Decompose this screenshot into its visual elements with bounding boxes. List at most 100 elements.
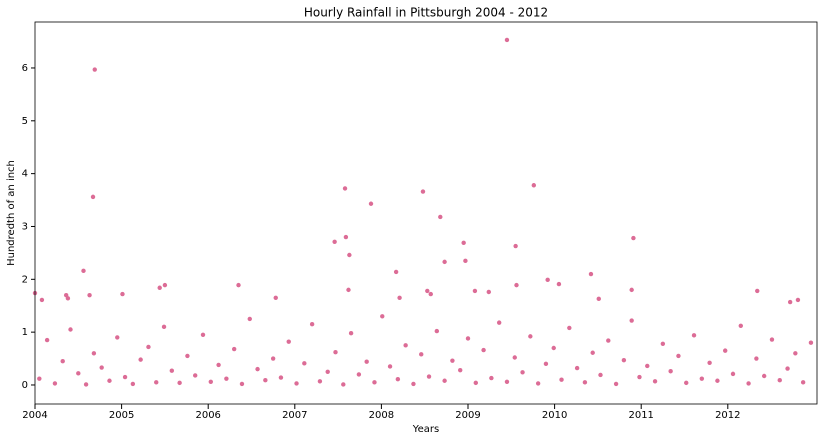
- data-point: [90, 194, 96, 200]
- y-tick-label: 2: [22, 274, 28, 285]
- data-point: [582, 380, 588, 385]
- data-point: [520, 370, 525, 375]
- data-point: [403, 343, 408, 348]
- data-point: [393, 269, 399, 275]
- data-point: [115, 335, 120, 340]
- data-point: [512, 355, 517, 360]
- data-point: [177, 380, 182, 386]
- data-point: [795, 297, 801, 303]
- data-point: [294, 381, 299, 386]
- data-point: [154, 380, 159, 385]
- data-point: [428, 291, 433, 297]
- x-tick-label: 2004: [22, 410, 47, 421]
- data-point: [68, 327, 73, 332]
- data-point: [346, 287, 351, 293]
- data-point: [420, 189, 426, 194]
- data-point: [224, 376, 229, 381]
- data-point: [99, 365, 104, 370]
- y-tick-label: 5: [22, 116, 28, 127]
- data-point: [343, 234, 349, 240]
- data-point: [76, 371, 81, 376]
- data-point: [746, 381, 751, 386]
- data-point: [613, 381, 619, 387]
- data-point: [629, 287, 634, 293]
- y-tick-label: 3: [22, 221, 28, 232]
- data-point: [808, 340, 814, 345]
- data-point: [473, 380, 478, 386]
- x-tick-label: 2007: [282, 410, 307, 421]
- data-point: [637, 374, 642, 380]
- data-point: [419, 352, 424, 357]
- data-point: [425, 288, 430, 294]
- data-point: [556, 281, 562, 287]
- data-point: [504, 37, 510, 43]
- data-point: [621, 357, 627, 363]
- data-point: [157, 285, 162, 290]
- data-point: [273, 295, 278, 301]
- data-point: [606, 338, 611, 343]
- data-point: [754, 356, 759, 361]
- data-point: [333, 350, 338, 355]
- data-point: [800, 380, 806, 385]
- chart-title: Hourly Rainfall in Pittsburgh 2004 - 201…: [304, 6, 548, 20]
- data-point: [652, 379, 658, 384]
- data-point: [169, 368, 175, 373]
- data-point: [691, 333, 697, 338]
- data-point: [434, 328, 440, 334]
- data-point: [528, 334, 533, 339]
- data-point: [531, 183, 537, 188]
- data-point: [247, 316, 252, 322]
- data-point: [513, 243, 518, 249]
- x-axis-label: Years: [412, 424, 439, 435]
- x-tick-label: 2009: [455, 410, 480, 421]
- data-point: [372, 380, 377, 385]
- data-point: [107, 378, 112, 383]
- data-point: [738, 323, 743, 329]
- y-tick-label: 4: [22, 169, 28, 180]
- data-point: [395, 376, 401, 382]
- x-tick-label: 2010: [542, 410, 567, 421]
- data-point: [347, 252, 352, 258]
- x-tick-label: 2005: [109, 410, 134, 421]
- data-point: [551, 345, 556, 351]
- data-point: [668, 369, 673, 374]
- data-point: [660, 341, 666, 346]
- data-point: [138, 357, 143, 362]
- data-point: [438, 214, 443, 220]
- data-point: [92, 67, 97, 72]
- data-point: [39, 297, 45, 303]
- data-point: [91, 351, 97, 356]
- y-tick-label: 6: [22, 63, 28, 74]
- data-point: [81, 268, 86, 274]
- data-point: [332, 239, 337, 244]
- data-point: [286, 339, 291, 344]
- data-point: [684, 380, 689, 386]
- data-point: [83, 382, 89, 387]
- data-point: [356, 372, 362, 377]
- data-point: [574, 365, 580, 371]
- data-point: [87, 292, 92, 298]
- data-point: [777, 378, 782, 383]
- data-point: [504, 379, 510, 385]
- y-axis-label: Hundredth of an inch: [6, 160, 17, 266]
- data-point: [481, 347, 486, 353]
- data-point: [461, 240, 466, 246]
- data-point: [208, 379, 213, 385]
- data-point: [598, 372, 603, 378]
- data-point: [364, 359, 369, 364]
- data-point: [588, 271, 594, 277]
- x-tick-label: 2011: [628, 410, 653, 421]
- data-point: [496, 320, 502, 325]
- data-point: [442, 378, 447, 383]
- data-point: [543, 361, 549, 367]
- data-point: [596, 296, 601, 302]
- data-point: [255, 366, 260, 372]
- data-point: [645, 363, 650, 369]
- data-point: [122, 374, 128, 380]
- data-point: [699, 376, 705, 381]
- data-point: [787, 299, 793, 305]
- data-point: [761, 373, 767, 379]
- data-point: [397, 295, 402, 301]
- y-tick-label: 1: [22, 327, 28, 338]
